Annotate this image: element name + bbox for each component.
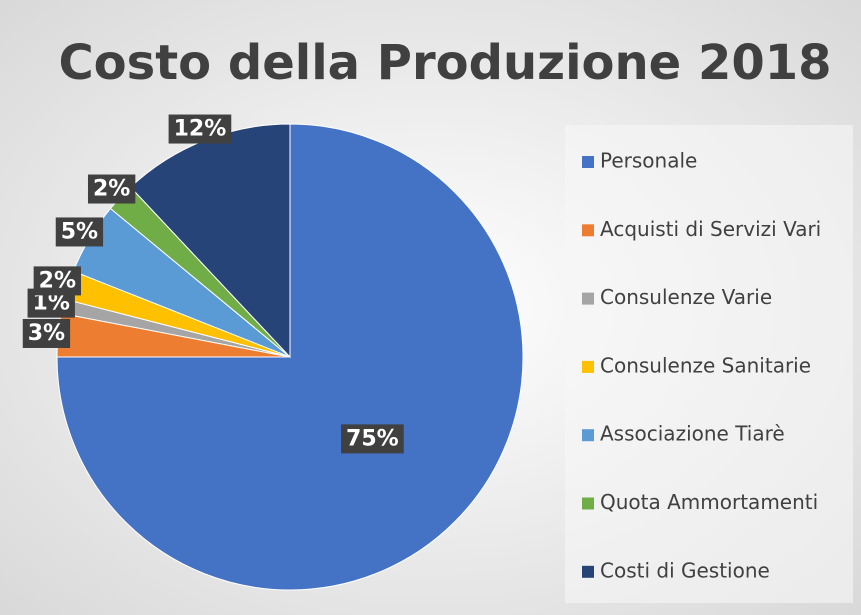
legend-swatch [582, 497, 594, 510]
data-label-box [33, 266, 82, 296]
legend-label: Acquisti di Servizi Vari [600, 217, 821, 241]
data-label-box [55, 217, 104, 247]
data-label-box [87, 174, 136, 204]
data-label: 75% [346, 426, 399, 451]
legend-swatch [582, 429, 594, 442]
legend-swatch [582, 360, 594, 373]
data-label: 5% [61, 219, 98, 244]
legend-swatch [582, 224, 594, 237]
legend-swatch [582, 156, 594, 168]
legend-label: Costi di Gestione [600, 558, 770, 582]
legend-swatch [582, 292, 594, 305]
legend-label: Personale [600, 149, 697, 173]
data-label: 12% [174, 117, 227, 142]
data-label: 2% [93, 177, 130, 202]
data-label: 2% [39, 268, 76, 293]
legend-swatch [582, 565, 594, 578]
data-label-box [341, 424, 404, 454]
data-label-box [168, 114, 232, 144]
legend-label: Associazione Tiarè [600, 422, 785, 446]
chart-title: Costo della Produzione 2018 [58, 35, 831, 91]
legend-panel [565, 125, 853, 603]
legend-label: Consulenze Varie [600, 285, 772, 309]
legend-label: Quota Ammortamenti [600, 490, 818, 514]
data-label: 3% [28, 321, 65, 346]
data-label-box [22, 318, 71, 348]
legend-label: Consulenze Sanitarie [600, 353, 811, 377]
